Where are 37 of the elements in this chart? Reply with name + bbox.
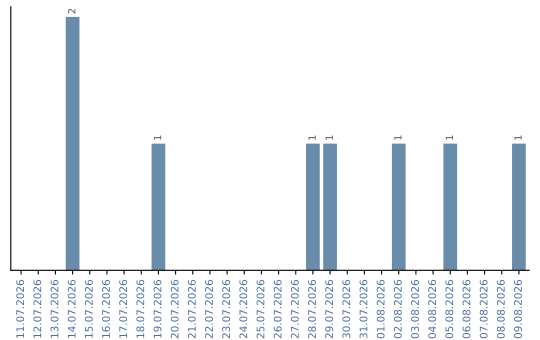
data-label: 2	[68, 8, 76, 14]
x-tick-label: 19.07.2026	[154, 280, 162, 338]
x-tick-label: 07.08.2026	[480, 280, 488, 338]
x-tick-label: 06.08.2026	[462, 280, 470, 338]
x-tick-label: 27.07.2026	[290, 280, 299, 338]
x-tick-label: 03.08.2026	[411, 280, 419, 338]
x-tick-label: 02.08.2026	[394, 280, 402, 338]
data-label: 1	[514, 136, 522, 140]
x-tick-label: 25.07.2026	[256, 280, 264, 338]
x-tick-label: 22.07.2026	[205, 280, 213, 338]
x-tick-label: 16.07.2026	[102, 280, 110, 338]
x-tick-label: 31.07.2026	[360, 280, 368, 338]
x-tick-label: 18.07.2026	[136, 280, 144, 338]
x-tick-label: 11.07.2026	[16, 280, 24, 338]
x-tick-label: 23.07.2026	[222, 280, 230, 338]
x-tick-label: 28.07.2026	[308, 280, 316, 338]
x-tick-label: 30.07.2026	[342, 280, 350, 338]
x-tick-label: 29.07.2026	[325, 280, 334, 338]
x-tick-label: 09.08.2026	[514, 280, 522, 338]
x-tick-label: 01.08.2026	[376, 280, 385, 338]
x-tick-label: 08.08.2026	[496, 280, 505, 338]
x-tick-label: 17.07.2026	[119, 280, 128, 338]
x-tick-label: 04.08.2026	[428, 280, 436, 338]
x-tick-label: 20.07.2026	[170, 280, 179, 338]
data-label: 1	[394, 136, 402, 140]
x-tick-label: 14.07.2026	[68, 280, 76, 338]
x-tick-label: 24.07.2026	[239, 280, 248, 338]
x-tick-label: 21.07.2026	[188, 280, 196, 338]
data-label: 1	[308, 136, 316, 140]
data-label: 1	[326, 136, 333, 140]
data-label: 1	[154, 136, 162, 140]
x-tick-label: 12.07.2026	[33, 280, 42, 338]
data-label: 1	[446, 136, 453, 140]
x-tick-label: 13.07.2026	[50, 280, 58, 338]
x-tick-label: 26.07.2026	[274, 280, 282, 338]
x-tick-label: 05.08.2026	[445, 280, 454, 338]
x-tick-label: 15.07.2026	[84, 280, 93, 338]
